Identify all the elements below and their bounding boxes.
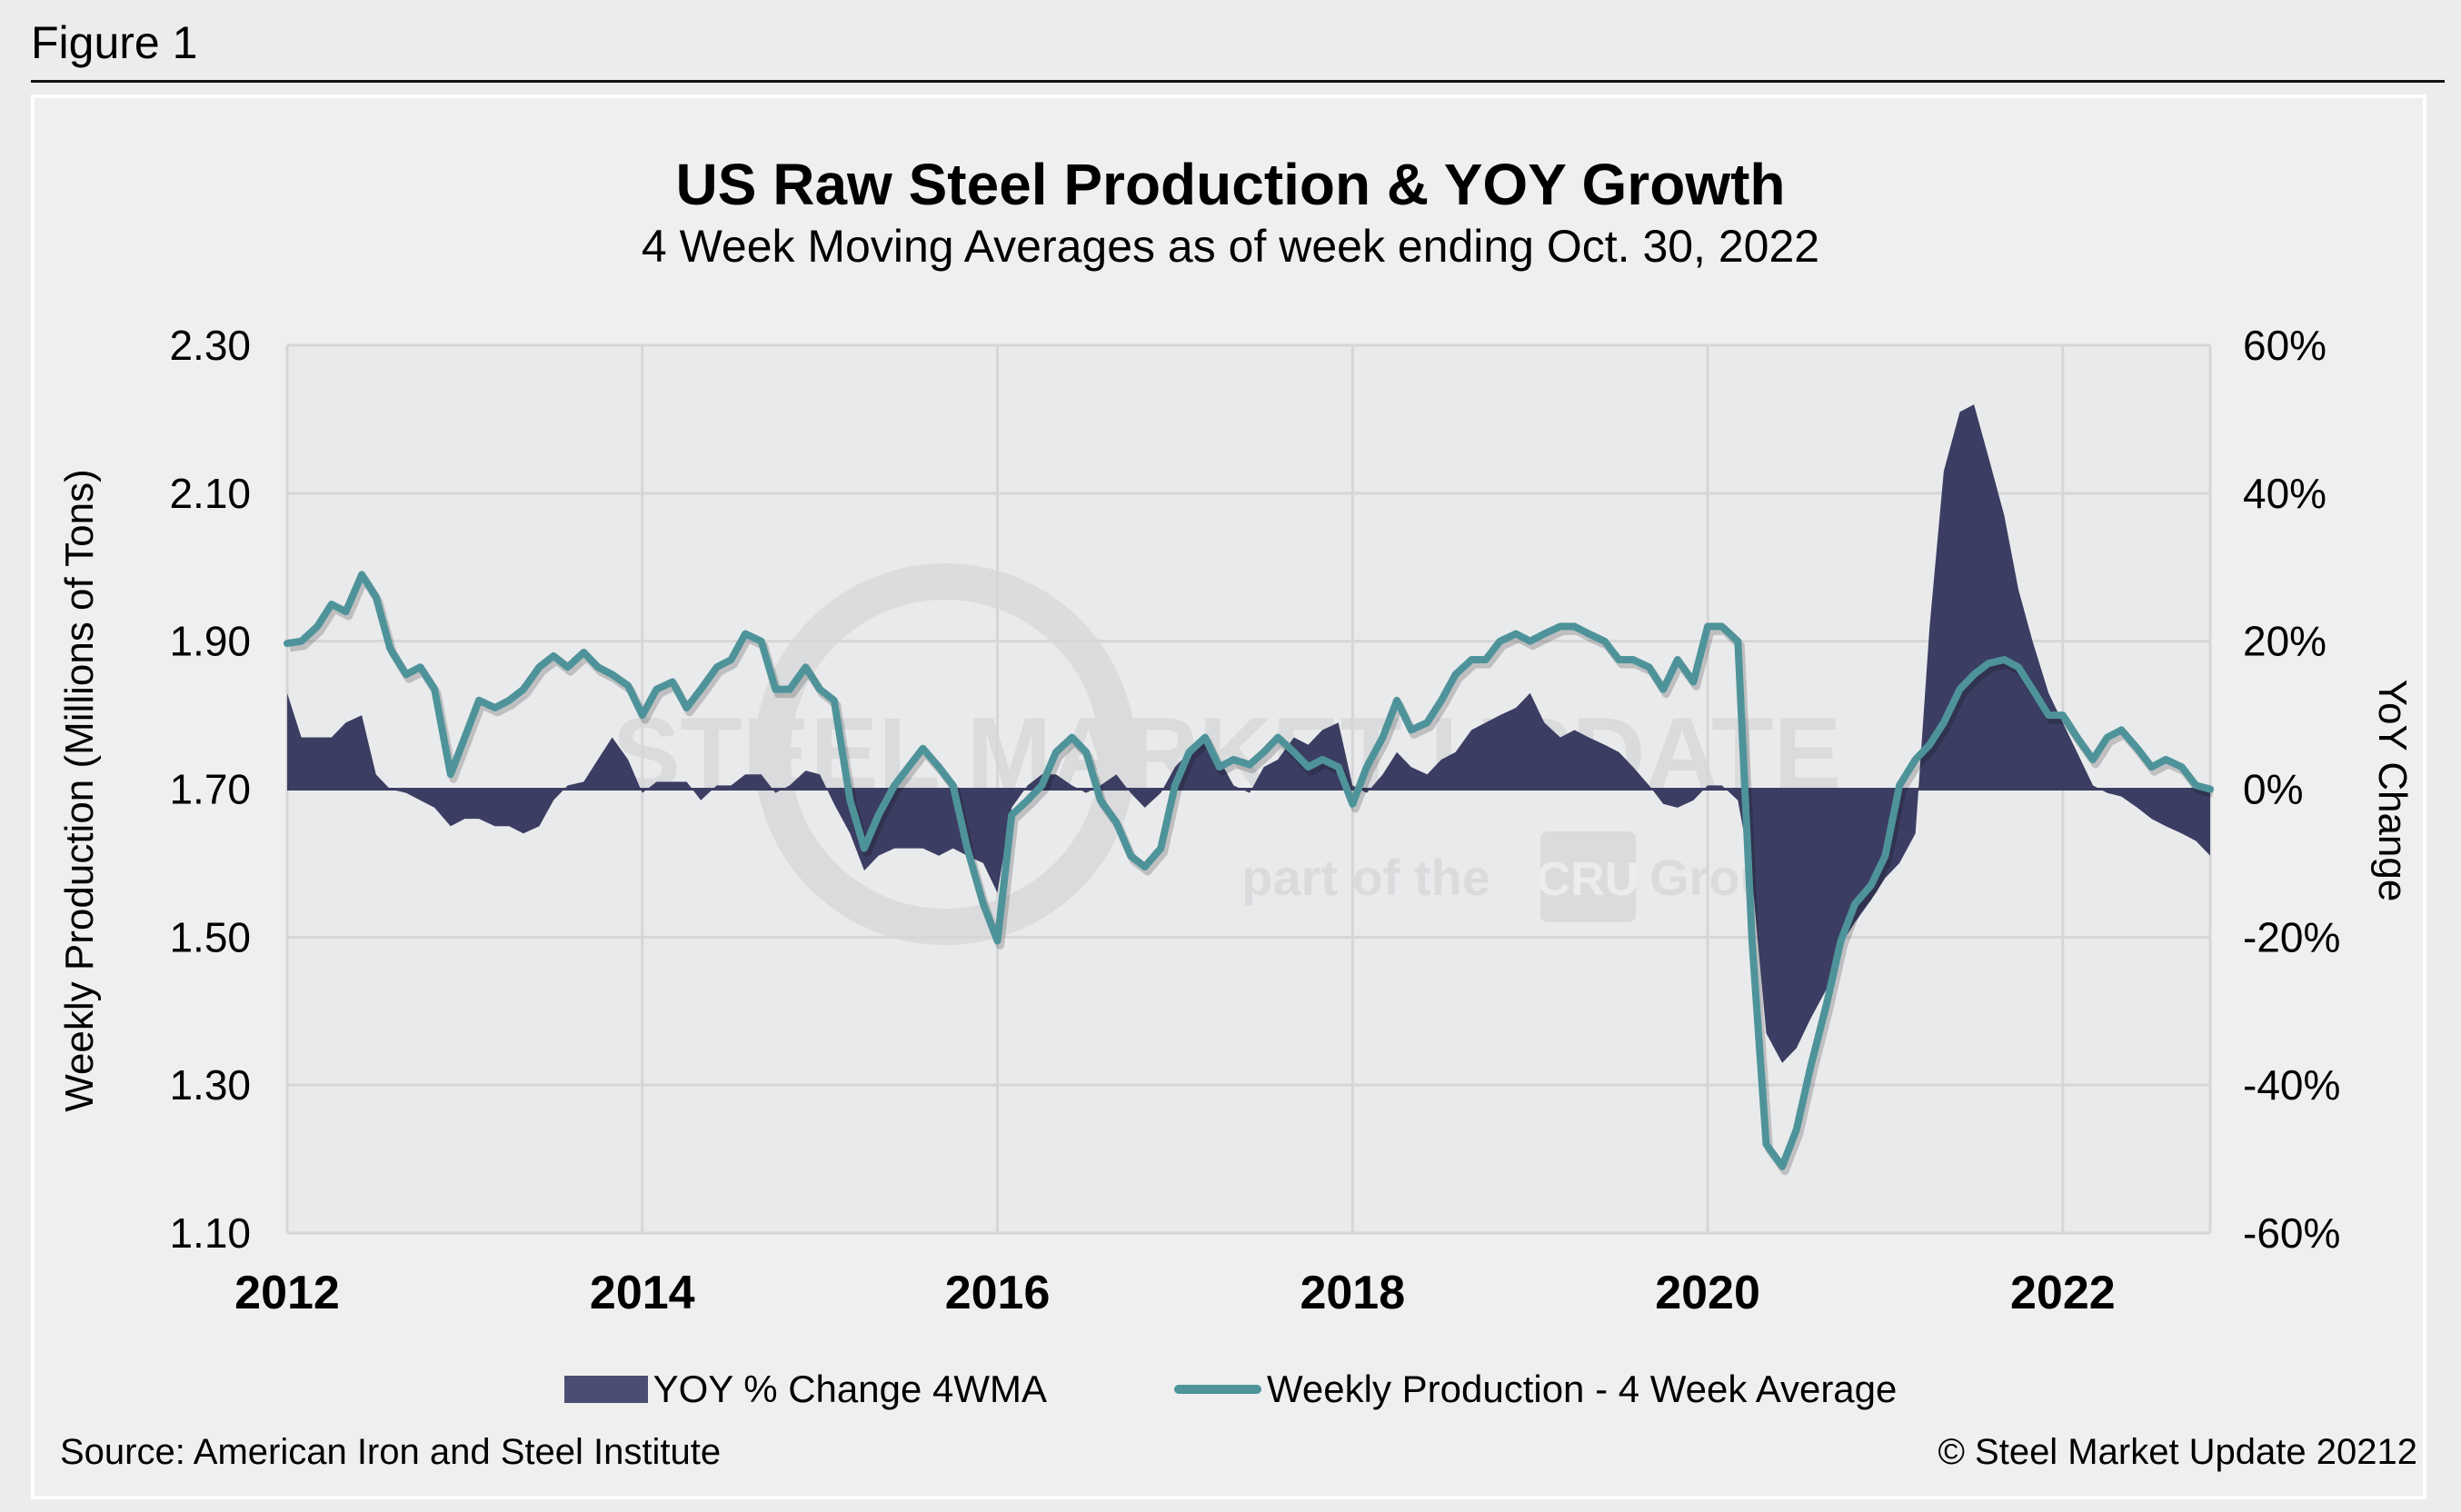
y-tick-label: 2.30 [169, 322, 251, 369]
x-tick-label: 2014 [590, 1267, 695, 1319]
x-tick-label: 2018 [1300, 1267, 1405, 1319]
legend-label-production: Weekly Production - 4 Week Average [1267, 1368, 1898, 1410]
y2-tick-label: 0% [2243, 766, 2303, 813]
y2-tick-label: -40% [2243, 1061, 2340, 1109]
figure-label: Figure 1 [31, 17, 198, 68]
x-tick-label: 2020 [1655, 1267, 1760, 1319]
y-tick-label: 1.70 [169, 766, 251, 813]
x-tick-label: 2012 [234, 1267, 340, 1319]
y-tick-label: 1.50 [169, 913, 251, 960]
figure-rule [31, 80, 2445, 83]
y2-tick-label: 40% [2243, 470, 2326, 517]
axis-labels: 2.30 2.10 1.90 1.70 1.50 1.30 1.10 60% 40% 20% 0% -… [169, 322, 2340, 1319]
production-line [284, 571, 2214, 1170]
chart-title: US Raw Steel Production & YOY Growth [675, 152, 1786, 217]
watermark-cru: CRU [1537, 853, 1639, 906]
x-tick-label: 2022 [2010, 1267, 2116, 1319]
y2-tick-label: 20% [2243, 618, 2326, 665]
watermark-logo: STEEL MARKET UPDATE part of the CRU Grou… [613, 563, 1841, 945]
watermark-brand: STEEL MARKET UPDATE [613, 697, 1841, 811]
chart-marks [284, 404, 2215, 1176]
y-axis-label-right: YoY Change [2370, 679, 2415, 902]
watermark-cru-box [1540, 831, 1636, 922]
legend: YOY % Change 4WMA Weekly Production - 4 … [0, 1368, 2461, 1411]
y-tick-label: 2.10 [169, 470, 251, 517]
y-tick-label: 1.10 [169, 1209, 251, 1257]
legend-label-yoy: YOY % Change 4WMA [653, 1368, 1048, 1410]
watermark-tagline-pre: part of the [1241, 849, 1490, 906]
x-tick-label: 2016 [945, 1267, 1051, 1319]
y-axis-label-left: Weekly Production (Millions of Tons) [57, 469, 102, 1112]
y2-tick-label: -20% [2243, 913, 2340, 960]
y-tick-label: 1.90 [169, 618, 251, 665]
legend-swatch-yoy [563, 1376, 648, 1403]
y2-tick-label: 60% [2243, 322, 2326, 369]
y2-tick-label: -60% [2243, 1209, 2340, 1257]
copyright-note: © Steel Market Update 20212 [1938, 1432, 2417, 1472]
source-note: Source: American Iron and Steel Institut… [60, 1432, 722, 1472]
y-tick-label: 1.30 [169, 1061, 251, 1109]
watermark-swoosh-icon [754, 563, 1136, 945]
legend-swatch-production [1174, 1385, 1262, 1394]
chart-subtitle: 4 Week Moving Averages as of week ending… [641, 221, 1820, 272]
